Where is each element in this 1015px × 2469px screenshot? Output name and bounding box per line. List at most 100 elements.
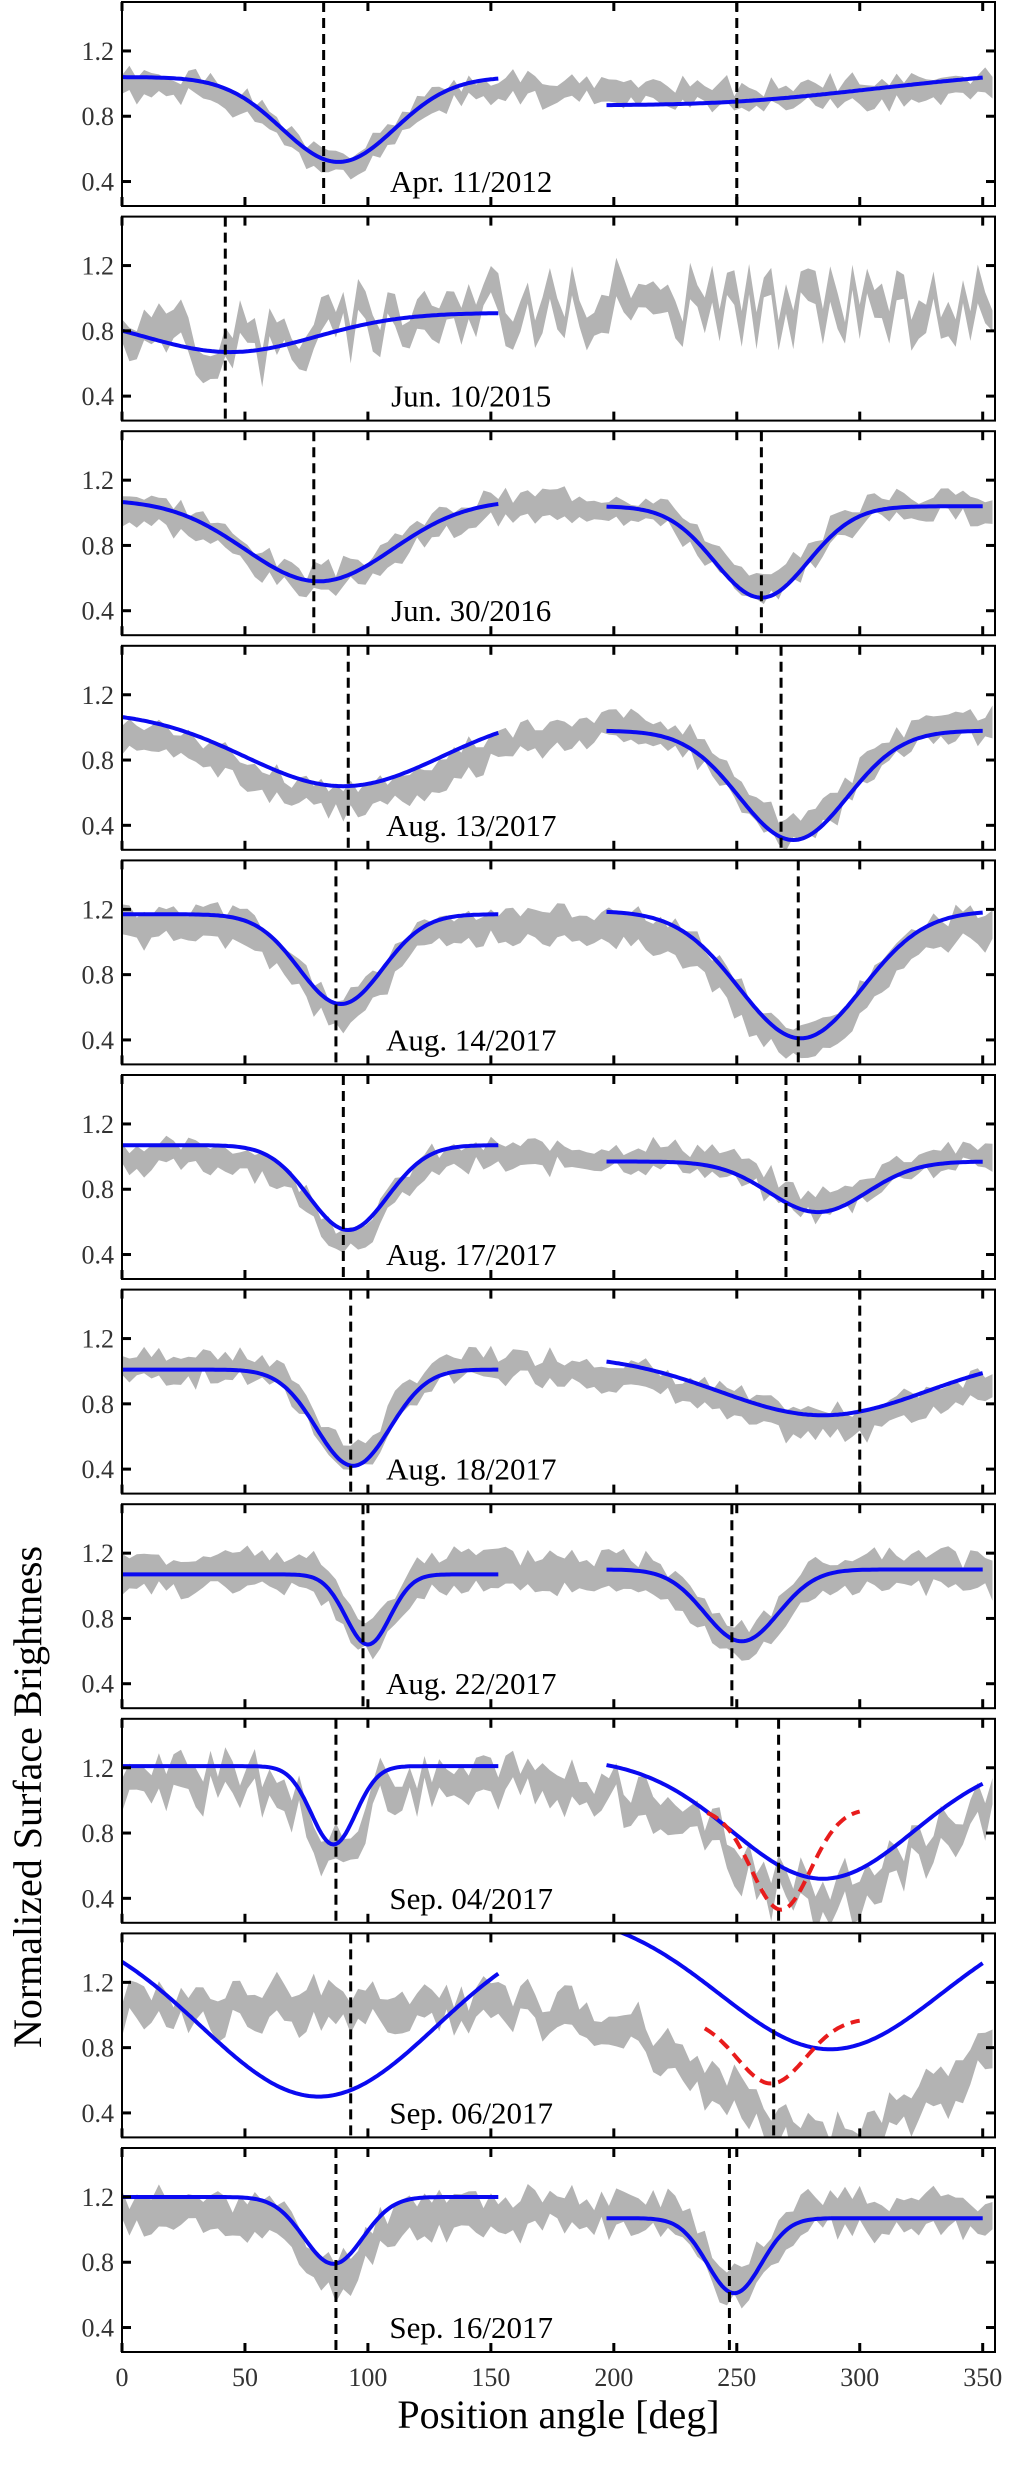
panel: 0.4 0.8 1.2 Aug. 14/2017 bbox=[82, 859, 996, 1066]
y-tick-label: 0.8 bbox=[82, 2248, 115, 2277]
panels-group: 0.4 0.8 1.2 Apr. 11/2012 0.4 0.8 1.2 Jun. 10/20… bbox=[82, 1, 996, 2353]
x-tick-labels: 0 50 100 150 200 250 300 350 bbox=[116, 2363, 1003, 2392]
panel-frame bbox=[121, 859, 996, 1066]
x-tick-label: 200 bbox=[594, 2363, 633, 2392]
plot-area bbox=[122, 216, 993, 421]
plot-area bbox=[122, 1289, 993, 1494]
y-tick-label: 1.2 bbox=[82, 37, 115, 66]
panel: 0.4 0.8 1.2 Aug. 18/2017 bbox=[82, 1288, 996, 1495]
y-tick-label: 1.2 bbox=[82, 1110, 115, 1139]
y-tick-label: 0.4 bbox=[82, 1241, 115, 1270]
fit-curve bbox=[606, 728, 983, 843]
data-band bbox=[122, 65, 993, 180]
plot-area bbox=[122, 1933, 993, 2138]
y-tick-label: 0.4 bbox=[82, 597, 115, 626]
y-tick-label: 0.8 bbox=[82, 1819, 115, 1848]
y-tick-label: 0.4 bbox=[82, 811, 115, 840]
y-tick-label: 0.8 bbox=[82, 317, 115, 346]
panel-date-label: Aug. 17/2017 bbox=[386, 1237, 557, 1272]
fit-curve bbox=[606, 1763, 984, 1881]
panel: 0.4 0.8 1.2 Sep. 04/2017 bbox=[82, 1717, 996, 1924]
plot-area bbox=[122, 1504, 993, 1709]
panel-date-label: Sep. 04/2017 bbox=[389, 1881, 553, 1916]
x-tick-label: 250 bbox=[717, 2363, 756, 2392]
x-tick-label: 100 bbox=[348, 2363, 387, 2392]
data-band bbox=[122, 902, 993, 1059]
y-tick-label: 0.4 bbox=[82, 1026, 115, 1055]
y-tick-label: 0.4 bbox=[82, 2099, 115, 2128]
panel: 0.4 0.8 1.2 Aug. 22/2017 bbox=[82, 1503, 996, 1710]
fit-curve bbox=[122, 1367, 499, 1468]
fit-curve bbox=[122, 1572, 499, 1647]
fit-curve bbox=[606, 1159, 983, 1215]
fit-curve bbox=[606, 1359, 984, 1418]
y-tick-label: 1.2 bbox=[82, 1968, 115, 1997]
fit-curve bbox=[618, 1933, 984, 2052]
y-tick-label: 1.2 bbox=[82, 681, 115, 710]
panel-date-label: Aug. 13/2017 bbox=[386, 808, 557, 843]
plot-area bbox=[122, 431, 993, 636]
y-tick-label: 1.2 bbox=[82, 1754, 115, 1783]
fit-curve bbox=[122, 500, 499, 584]
fit-curve bbox=[122, 75, 499, 164]
panel-date-label: Sep. 06/2017 bbox=[389, 2095, 553, 2130]
panel: 0.4 0.8 1.2 Sep. 06/2017 bbox=[82, 1932, 996, 2139]
data-band bbox=[122, 1345, 993, 1470]
y-tick-label: 0.8 bbox=[82, 746, 115, 775]
y-tick-label: 0.8 bbox=[82, 102, 115, 131]
fit-curve bbox=[122, 1960, 500, 2099]
panel-date-label: Aug. 14/2017 bbox=[386, 1022, 557, 1057]
plot-area bbox=[122, 645, 993, 850]
plot-area bbox=[122, 1075, 993, 1279]
y-tick-label: 1.2 bbox=[82, 1539, 115, 1568]
panel-date-label: Aug. 18/2017 bbox=[386, 1452, 557, 1487]
fit-curve bbox=[606, 2216, 983, 2296]
panel: 0.4 0.8 1.2 Aug. 17/2017 bbox=[82, 1074, 996, 1280]
y-tick-label: 1.2 bbox=[82, 2183, 115, 2212]
data-band bbox=[122, 1545, 993, 1661]
panel-frame bbox=[121, 1074, 996, 1280]
fit-curve bbox=[122, 715, 499, 789]
panel-frame bbox=[121, 1932, 996, 2139]
panel-frame bbox=[121, 2147, 996, 2353]
panel: 0.4 0.8 1.2 Jun. 10/2015 bbox=[82, 215, 996, 422]
plot-area bbox=[122, 860, 993, 1065]
panel-frame bbox=[121, 430, 996, 637]
panel-frame bbox=[121, 215, 996, 422]
y-tick-label: 1.2 bbox=[82, 1325, 115, 1354]
panel-frame bbox=[121, 644, 996, 851]
y-tick-label: 0.4 bbox=[82, 1670, 115, 1699]
data-band bbox=[122, 1747, 993, 1923]
panel-frame bbox=[121, 1, 996, 207]
x-tick-label: 350 bbox=[963, 2363, 1002, 2392]
alt-fit-curve bbox=[703, 2018, 861, 2086]
y-tick-label: 0.8 bbox=[82, 1175, 115, 1204]
fit-curve bbox=[122, 2195, 499, 2266]
panel-date-label: Sep. 16/2017 bbox=[389, 2310, 553, 2345]
y-tick-label: 0.4 bbox=[82, 1884, 115, 1913]
fit-curve bbox=[122, 912, 499, 1007]
y-tick-label: 0.8 bbox=[82, 961, 115, 990]
x-tick-label: 300 bbox=[840, 2363, 879, 2392]
fit-curve bbox=[606, 909, 983, 1041]
plot-area bbox=[122, 1718, 993, 1923]
y-tick-label: 0.4 bbox=[82, 382, 115, 411]
panel-date-label: Jun. 10/2015 bbox=[391, 379, 551, 414]
panel-frame bbox=[121, 1717, 996, 1924]
data-band bbox=[122, 486, 993, 605]
panel-frame bbox=[121, 1503, 996, 1710]
fit-curve bbox=[122, 1143, 499, 1233]
data-band bbox=[122, 257, 993, 388]
panel: 0.4 0.8 1.2 Jun. 30/2016 bbox=[82, 430, 996, 637]
panel: 0.4 0.8 1.2 Aug. 13/2017 bbox=[82, 644, 996, 851]
y-tick-label: 1.2 bbox=[82, 895, 115, 924]
y-tick-label: 0.8 bbox=[82, 2034, 115, 2063]
y-tick-label: 0.4 bbox=[82, 1455, 115, 1484]
x-tick-label: 50 bbox=[232, 2363, 258, 2392]
y-axis-title: Normalized Surface Brightness bbox=[5, 1546, 50, 2048]
panel-date-label: Apr. 11/2012 bbox=[390, 164, 552, 199]
data-band bbox=[122, 1135, 993, 1253]
fit-curve bbox=[122, 1764, 499, 1847]
y-tick-label: 1.2 bbox=[82, 252, 115, 281]
